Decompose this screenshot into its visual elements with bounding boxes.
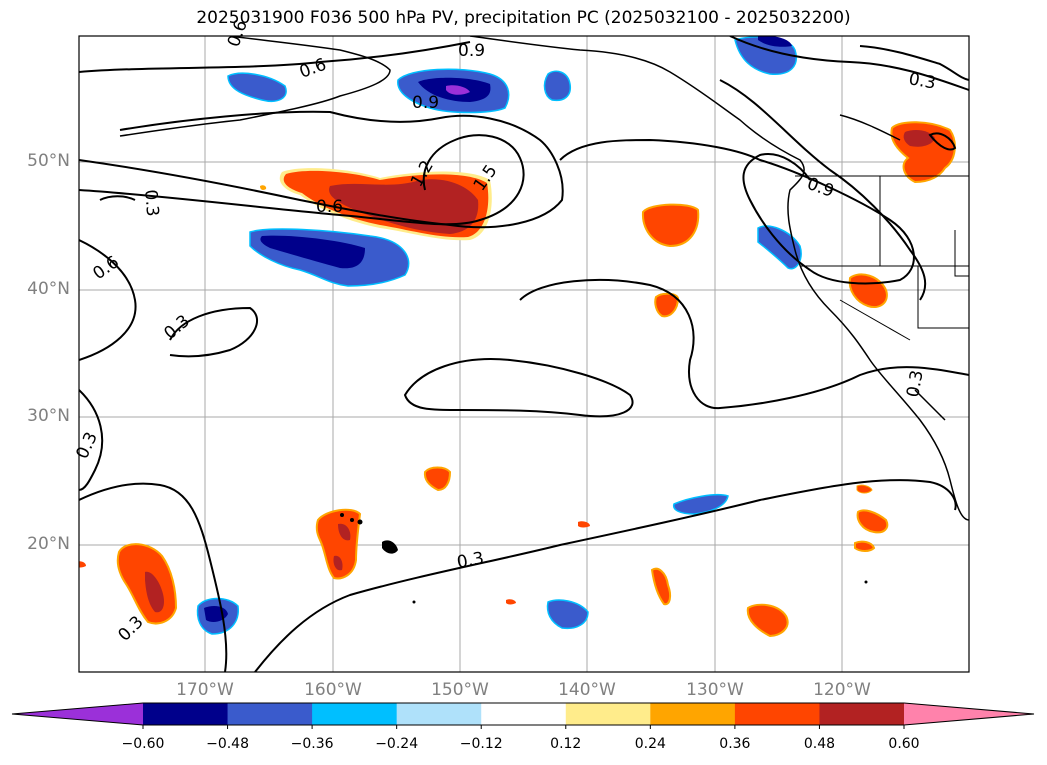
contour-label: 0.6	[89, 252, 123, 284]
lat-label: 20°N	[27, 534, 70, 554]
colorbar-extend-max	[904, 703, 1034, 725]
lon-label: 130°W	[686, 680, 744, 700]
contour-label: 0.3	[160, 311, 194, 344]
colorbar-swatch	[734, 703, 820, 725]
lon-label: 150°W	[431, 680, 489, 700]
colorbar-extend-min	[12, 703, 143, 725]
contour-label: 0.6	[297, 55, 329, 83]
islands	[340, 513, 868, 604]
colorbar-tick-label: 0.36	[719, 736, 751, 752]
precip-positive	[79, 121, 956, 638]
contour-label: 0.3	[903, 369, 927, 399]
colorbar-tick-label: −0.24	[375, 736, 419, 752]
borders	[795, 175, 969, 341]
colorbar	[11, 702, 1035, 729]
contour-label: 0.3	[140, 189, 162, 218]
contour-label: 0.3	[455, 549, 485, 573]
contour-labels: 0.9 0.9 0.6 0.6 0.6 0.3 0.3 0.3 0.3 0.3 …	[72, 17, 937, 645]
contour-label: 0.6	[224, 17, 252, 49]
pv-contours	[79, 36, 969, 672]
colorbar-swatch	[650, 703, 736, 725]
lon-label: 120°W	[813, 680, 871, 700]
colorbar-tick-label: 0.24	[634, 736, 666, 752]
colorbar-tick-label: −0.12	[459, 736, 503, 752]
contour-label: 0.9	[804, 174, 836, 202]
coastlines	[119, 36, 969, 521]
lon-label: 140°W	[558, 680, 616, 700]
lon-label: 170°W	[176, 680, 234, 700]
colorbar-tick-label: 0.48	[803, 736, 836, 752]
map-frame	[78, 35, 970, 673]
contour-label: 0.9	[458, 41, 485, 61]
contour-label: 0.3	[907, 69, 937, 93]
contour-label: 0.3	[72, 429, 102, 462]
lon-label: 160°W	[304, 680, 362, 700]
precip-blob-east	[641, 203, 700, 248]
colorbar-swatch	[143, 703, 229, 725]
colorbar-swatch	[481, 703, 567, 725]
lat-label: 40°N	[27, 279, 70, 299]
colorbar-tick-label: 0.60	[888, 736, 920, 752]
colorbar-tick-label: −0.36	[290, 736, 334, 752]
contour-label: 0.9	[412, 93, 439, 113]
lat-label: 30°N	[27, 406, 70, 426]
precip-negative	[196, 36, 802, 635]
colorbar-swatch	[227, 703, 313, 725]
lat-label: 50°N	[27, 151, 70, 171]
colorbar-tick-label: −0.60	[121, 736, 165, 752]
colorbar-tick-label: 0.12	[550, 736, 582, 752]
colorbar-swatch	[819, 703, 905, 725]
colorbar-swatch	[396, 703, 482, 725]
colorbar-swatch	[312, 703, 398, 725]
contour-label: 0.3	[114, 612, 147, 645]
colorbar-swatch	[565, 703, 651, 725]
colorbar-tick-label: −0.48	[206, 736, 249, 752]
contour-label: 0.6	[316, 197, 343, 217]
map-title: 2025031900 F036 500 hPa PV, precipitatio…	[196, 8, 851, 28]
